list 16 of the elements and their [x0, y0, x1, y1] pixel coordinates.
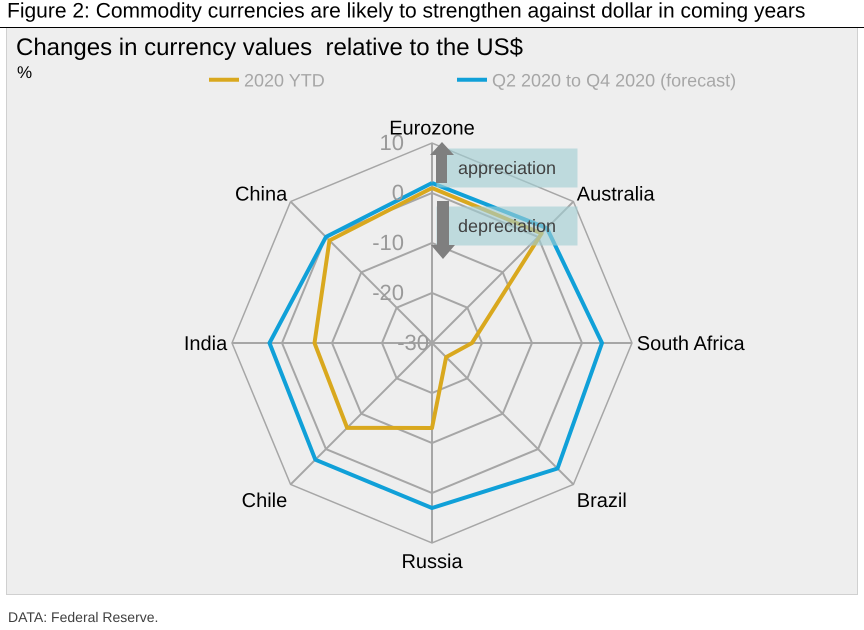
spoke-label: India — [184, 333, 228, 355]
text: DATA: Federal Reserve. — [8, 609, 158, 625]
y-tick-label: -10 — [372, 230, 404, 256]
spoke-label: Russia — [401, 550, 464, 573]
chart-subtitle: Changes in currency values relative to the US$ — [16, 34, 523, 61]
legend-label: Q2 2020 to Q4 2020 (forecast) — [492, 70, 736, 91]
spoke-label: Brazil — [576, 490, 627, 512]
text: % — [17, 63, 32, 82]
spoke-label: Chile — [242, 490, 288, 512]
spoke-label: Australia — [576, 183, 656, 206]
legend-label: 2020 YTD — [244, 70, 325, 91]
spoke-label: China — [234, 183, 288, 206]
text: appreciation — [458, 158, 556, 178]
spoke-label: South Africa — [636, 333, 746, 355]
chart-title: Figure 2: Commodity currencies are likely to strengthen against dollar in coming years — [7, 0, 806, 23]
text: depreciation — [458, 216, 556, 236]
